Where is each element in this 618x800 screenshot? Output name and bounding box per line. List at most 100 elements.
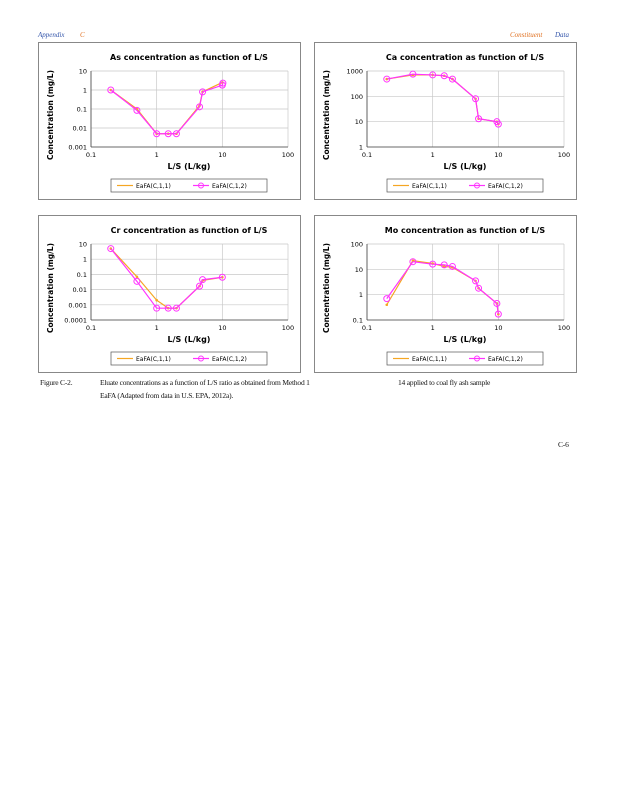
data-point: [199, 88, 207, 96]
x-tick-label: 0.1: [86, 151, 96, 159]
data-point: [383, 295, 391, 303]
data-point: [196, 103, 204, 111]
data-point: [442, 265, 446, 268]
y-tick-label: 0.0001: [64, 317, 87, 325]
x-tick-label: 100: [282, 324, 294, 332]
data-point: [448, 262, 456, 270]
y-tick-label: 100: [351, 241, 363, 249]
chart-panel-ca: Ca concentration as function of L/S 0.1 1 1…: [314, 42, 577, 200]
chart-ca: Ca concentration as function of L/S0.1 1 1…: [322, 53, 570, 193]
data-point: [440, 261, 448, 269]
legend-marker: [198, 182, 204, 189]
chart-title: Cr concentration as function of L/S: [111, 226, 268, 235]
series-line-1: [386, 74, 499, 125]
chart-as: As concentration as function of L/S 0.1 1 1…: [46, 53, 294, 193]
chart-cr: Cr concentration as function of L/S 0.1 1 1…: [46, 226, 294, 366]
data-point: [383, 75, 391, 83]
data-point: [429, 71, 437, 79]
chart-mo: Mo concentration as function of L/S 0.1 1 1…: [322, 226, 570, 366]
x-tick-label: 0.1: [362, 151, 372, 159]
legend-label: EaFA(C,1,1): [412, 356, 447, 363]
data-point: [409, 258, 417, 266]
y-tick-label: 10: [355, 266, 363, 274]
chart-panel-mo: Mo concentration as function of L/S 0.1 1 1…: [314, 215, 577, 373]
y-tick-label: 1: [83, 256, 87, 264]
y-axis-label: Concentration (mg/L): [46, 70, 55, 160]
legend-marker: [474, 355, 480, 362]
y-tick-label: 0.01: [73, 286, 87, 294]
y-tick-label: 100: [351, 93, 363, 101]
x-tick-label: 10: [494, 151, 502, 159]
legend-label: EaFA(C,1,2): [212, 356, 247, 363]
data-point: [155, 298, 158, 302]
data-point: [475, 115, 483, 123]
data-point: [409, 70, 417, 78]
x-tick-label: 10: [218, 324, 226, 332]
series-line-2: [386, 73, 499, 125]
legend-marker: [474, 182, 480, 189]
data-point: [164, 304, 172, 312]
y-tick-label: 0.1: [353, 317, 363, 325]
y-tick-label: 1: [359, 291, 363, 299]
legend-label: EaFA(C,1,2): [212, 183, 247, 190]
figure-label: Figure C-2.: [40, 378, 73, 387]
x-tick-label: 100: [282, 151, 294, 159]
data-point: [133, 106, 141, 114]
data-point: [199, 276, 207, 284]
y-tick-label: 0.1: [77, 106, 87, 114]
data-point: [196, 282, 204, 290]
y-tick-label: 1000: [346, 68, 363, 76]
data-point: [385, 303, 389, 307]
x-tick-label: 1: [431, 151, 435, 159]
y-tick-label: 0.1: [77, 271, 87, 279]
header-appendix-letter: C: [80, 31, 85, 39]
data-point: [172, 130, 180, 138]
series-line-2: [110, 248, 223, 309]
y-tick-label: 10: [79, 241, 87, 249]
x-tick-label: 1: [155, 151, 159, 159]
data-point: [172, 304, 180, 312]
x-tick-label: 1: [155, 324, 159, 332]
y-axis-label: Concentration (mg/L): [322, 243, 331, 333]
data-point: [494, 310, 502, 318]
x-tick-label: 0.1: [86, 324, 96, 332]
legend-label: EaFA(C,1,1): [412, 183, 447, 190]
chart-title: Ca concentration as function of L/S: [386, 53, 544, 62]
x-tick-label: 100: [558, 324, 570, 332]
chart-panel-cr: Cr concentration as function of L/S 0.1 1 1…: [38, 215, 301, 373]
legend-box: [110, 351, 268, 366]
data-point: [494, 120, 502, 128]
legend-box: [110, 178, 268, 193]
x-tick-label: 100: [558, 151, 570, 159]
y-axis-label: Concentration (mg/L): [322, 70, 331, 160]
legend-box: [386, 351, 544, 366]
x-tick-label: 1: [431, 324, 435, 332]
data-point: [219, 79, 227, 87]
chart-panel-as: As concentration as function of L/S 0.1 1 1…: [38, 42, 301, 200]
y-tick-label: 10: [355, 118, 363, 126]
header-appendix: Appendix: [38, 31, 65, 39]
caption-line1-right: 14 applied to coal fly ash sample: [398, 378, 491, 387]
chart-title: As concentration as function of L/S: [110, 53, 268, 62]
data-point: [472, 277, 480, 285]
data-point: [440, 72, 448, 80]
y-tick-label: 0.001: [68, 144, 87, 152]
data-point: [135, 275, 139, 279]
legend-label: EaFA(C,1,1): [136, 183, 171, 190]
legend-label: EaFA(C,1,2): [488, 183, 523, 190]
series-line-2: [110, 82, 224, 135]
data-point: [429, 260, 437, 268]
y-axis-label: Concentration (mg/L): [46, 243, 55, 333]
page-number: C-6: [558, 440, 569, 449]
data-point: [472, 95, 480, 103]
legend-label: EaFA(C,1,2): [488, 356, 523, 363]
header-data: Data: [555, 31, 569, 39]
data-point: [218, 273, 226, 281]
x-tick-label: 10: [218, 151, 226, 159]
y-tick-label: 1: [359, 144, 363, 152]
data-point: [475, 284, 483, 292]
y-tick-label: 10: [79, 68, 87, 76]
x-tick-label: 10: [494, 324, 502, 332]
x-axis-label: L/S (L/kg): [444, 162, 487, 171]
